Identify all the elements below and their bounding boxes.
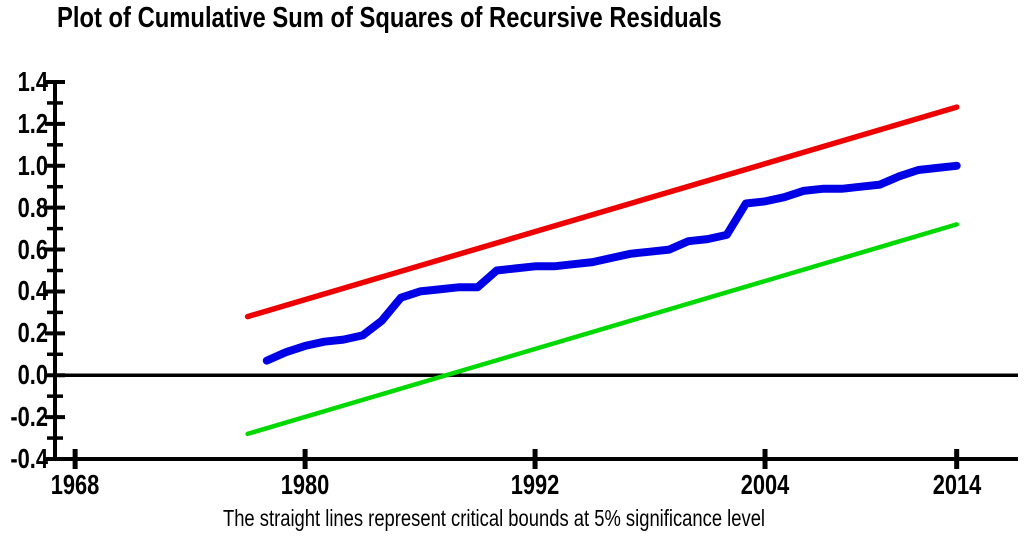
x-tick-label: 1968	[50, 469, 100, 500]
x-tick-label: 1992	[510, 469, 560, 500]
y-tick-label: -0.4	[10, 443, 48, 474]
upper-bound-line	[244, 104, 960, 320]
chart-caption: The straight lines represent critical bo…	[222, 505, 766, 531]
y-tick-label: 1.4	[17, 66, 48, 97]
x-tick-label: 2004	[740, 469, 790, 500]
cusumsq-line	[262, 161, 961, 365]
lower-bound-line	[245, 222, 959, 437]
y-tick-label: 0.6	[17, 233, 48, 265]
x-tick-label: 2014	[932, 469, 981, 500]
y-tick-label: 0.8	[17, 191, 48, 223]
y-tick-label: 0.0	[17, 359, 48, 391]
x-tick-label: 1980	[280, 469, 330, 500]
y-tick-label: 0.4	[17, 275, 48, 307]
chart-title: Plot of Cumulative Sum of Squares of Rec…	[57, 2, 722, 34]
y-tick-label: 0.2	[17, 317, 48, 349]
y-tick-label: 1.0	[17, 149, 48, 181]
y-tick-label: -0.2	[10, 401, 48, 433]
y-tick-label: 1.2	[17, 107, 48, 139]
